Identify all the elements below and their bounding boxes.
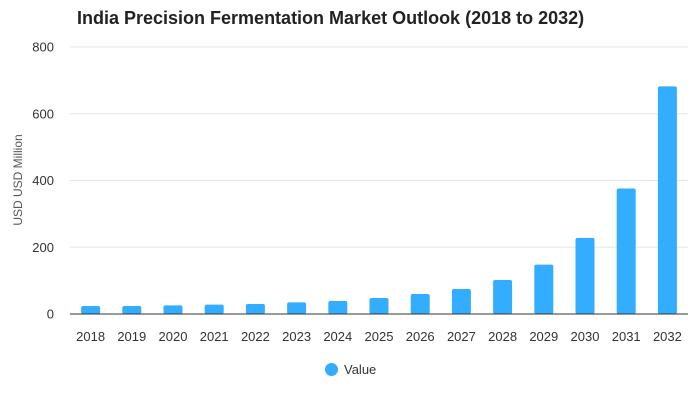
bar-2020 [163, 305, 183, 314]
x-axis-ticks: 2018 2019 2020 2021 2022 2023 2024 2025 2026 2027… [76, 329, 682, 344]
legend-swatch [325, 363, 338, 376]
x-tick-label: 2029 [529, 329, 558, 344]
chart-title: India Precision Fermentation Market Outl… [77, 8, 585, 28]
y-axis-label: USD USD Million [11, 134, 25, 225]
bar-2027 [451, 288, 471, 314]
bars [81, 86, 677, 314]
bar-2032 [657, 86, 677, 314]
legend-label: Value [344, 362, 377, 377]
x-tick-label: 2025 [365, 329, 394, 344]
bar-2031 [616, 188, 636, 314]
y-tick-label: 0 [47, 307, 54, 322]
x-tick-label: 2018 [76, 329, 105, 344]
x-tick-label: 2023 [282, 329, 311, 344]
y-tick-label: 400 [32, 173, 54, 188]
x-tick-label: 2024 [323, 329, 352, 344]
y-tick-label: 600 [32, 106, 54, 121]
x-tick-label: 2022 [241, 329, 270, 344]
x-tick-label: 2028 [488, 329, 517, 344]
y-axis-ticks: 0 200 400 600 800 [32, 40, 54, 322]
x-tick-label: 2021 [200, 329, 229, 344]
bar-2024 [328, 300, 348, 314]
x-tick-label: 2026 [406, 329, 435, 344]
bar-2025 [369, 297, 389, 314]
x-tick-label: 2030 [571, 329, 600, 344]
x-tick-label: 2020 [159, 329, 188, 344]
bar-2029 [534, 264, 554, 314]
bar-2026 [410, 293, 430, 314]
x-tick-label: 2032 [653, 329, 682, 344]
y-tick-label: 800 [32, 40, 54, 55]
bar-2028 [493, 279, 513, 314]
x-tick-label: 2027 [447, 329, 476, 344]
bar-2022 [245, 303, 265, 314]
x-tick-label: 2019 [117, 329, 146, 344]
bar-2018 [81, 305, 101, 314]
x-tick-label: 2031 [612, 329, 641, 344]
bar-2021 [204, 304, 224, 314]
bar-2019 [122, 305, 142, 314]
gridlines [70, 46, 688, 248]
bar-2023 [287, 302, 307, 314]
bar-2030 [575, 237, 595, 314]
y-tick-label: 200 [32, 240, 54, 255]
legend: Value [325, 362, 376, 377]
